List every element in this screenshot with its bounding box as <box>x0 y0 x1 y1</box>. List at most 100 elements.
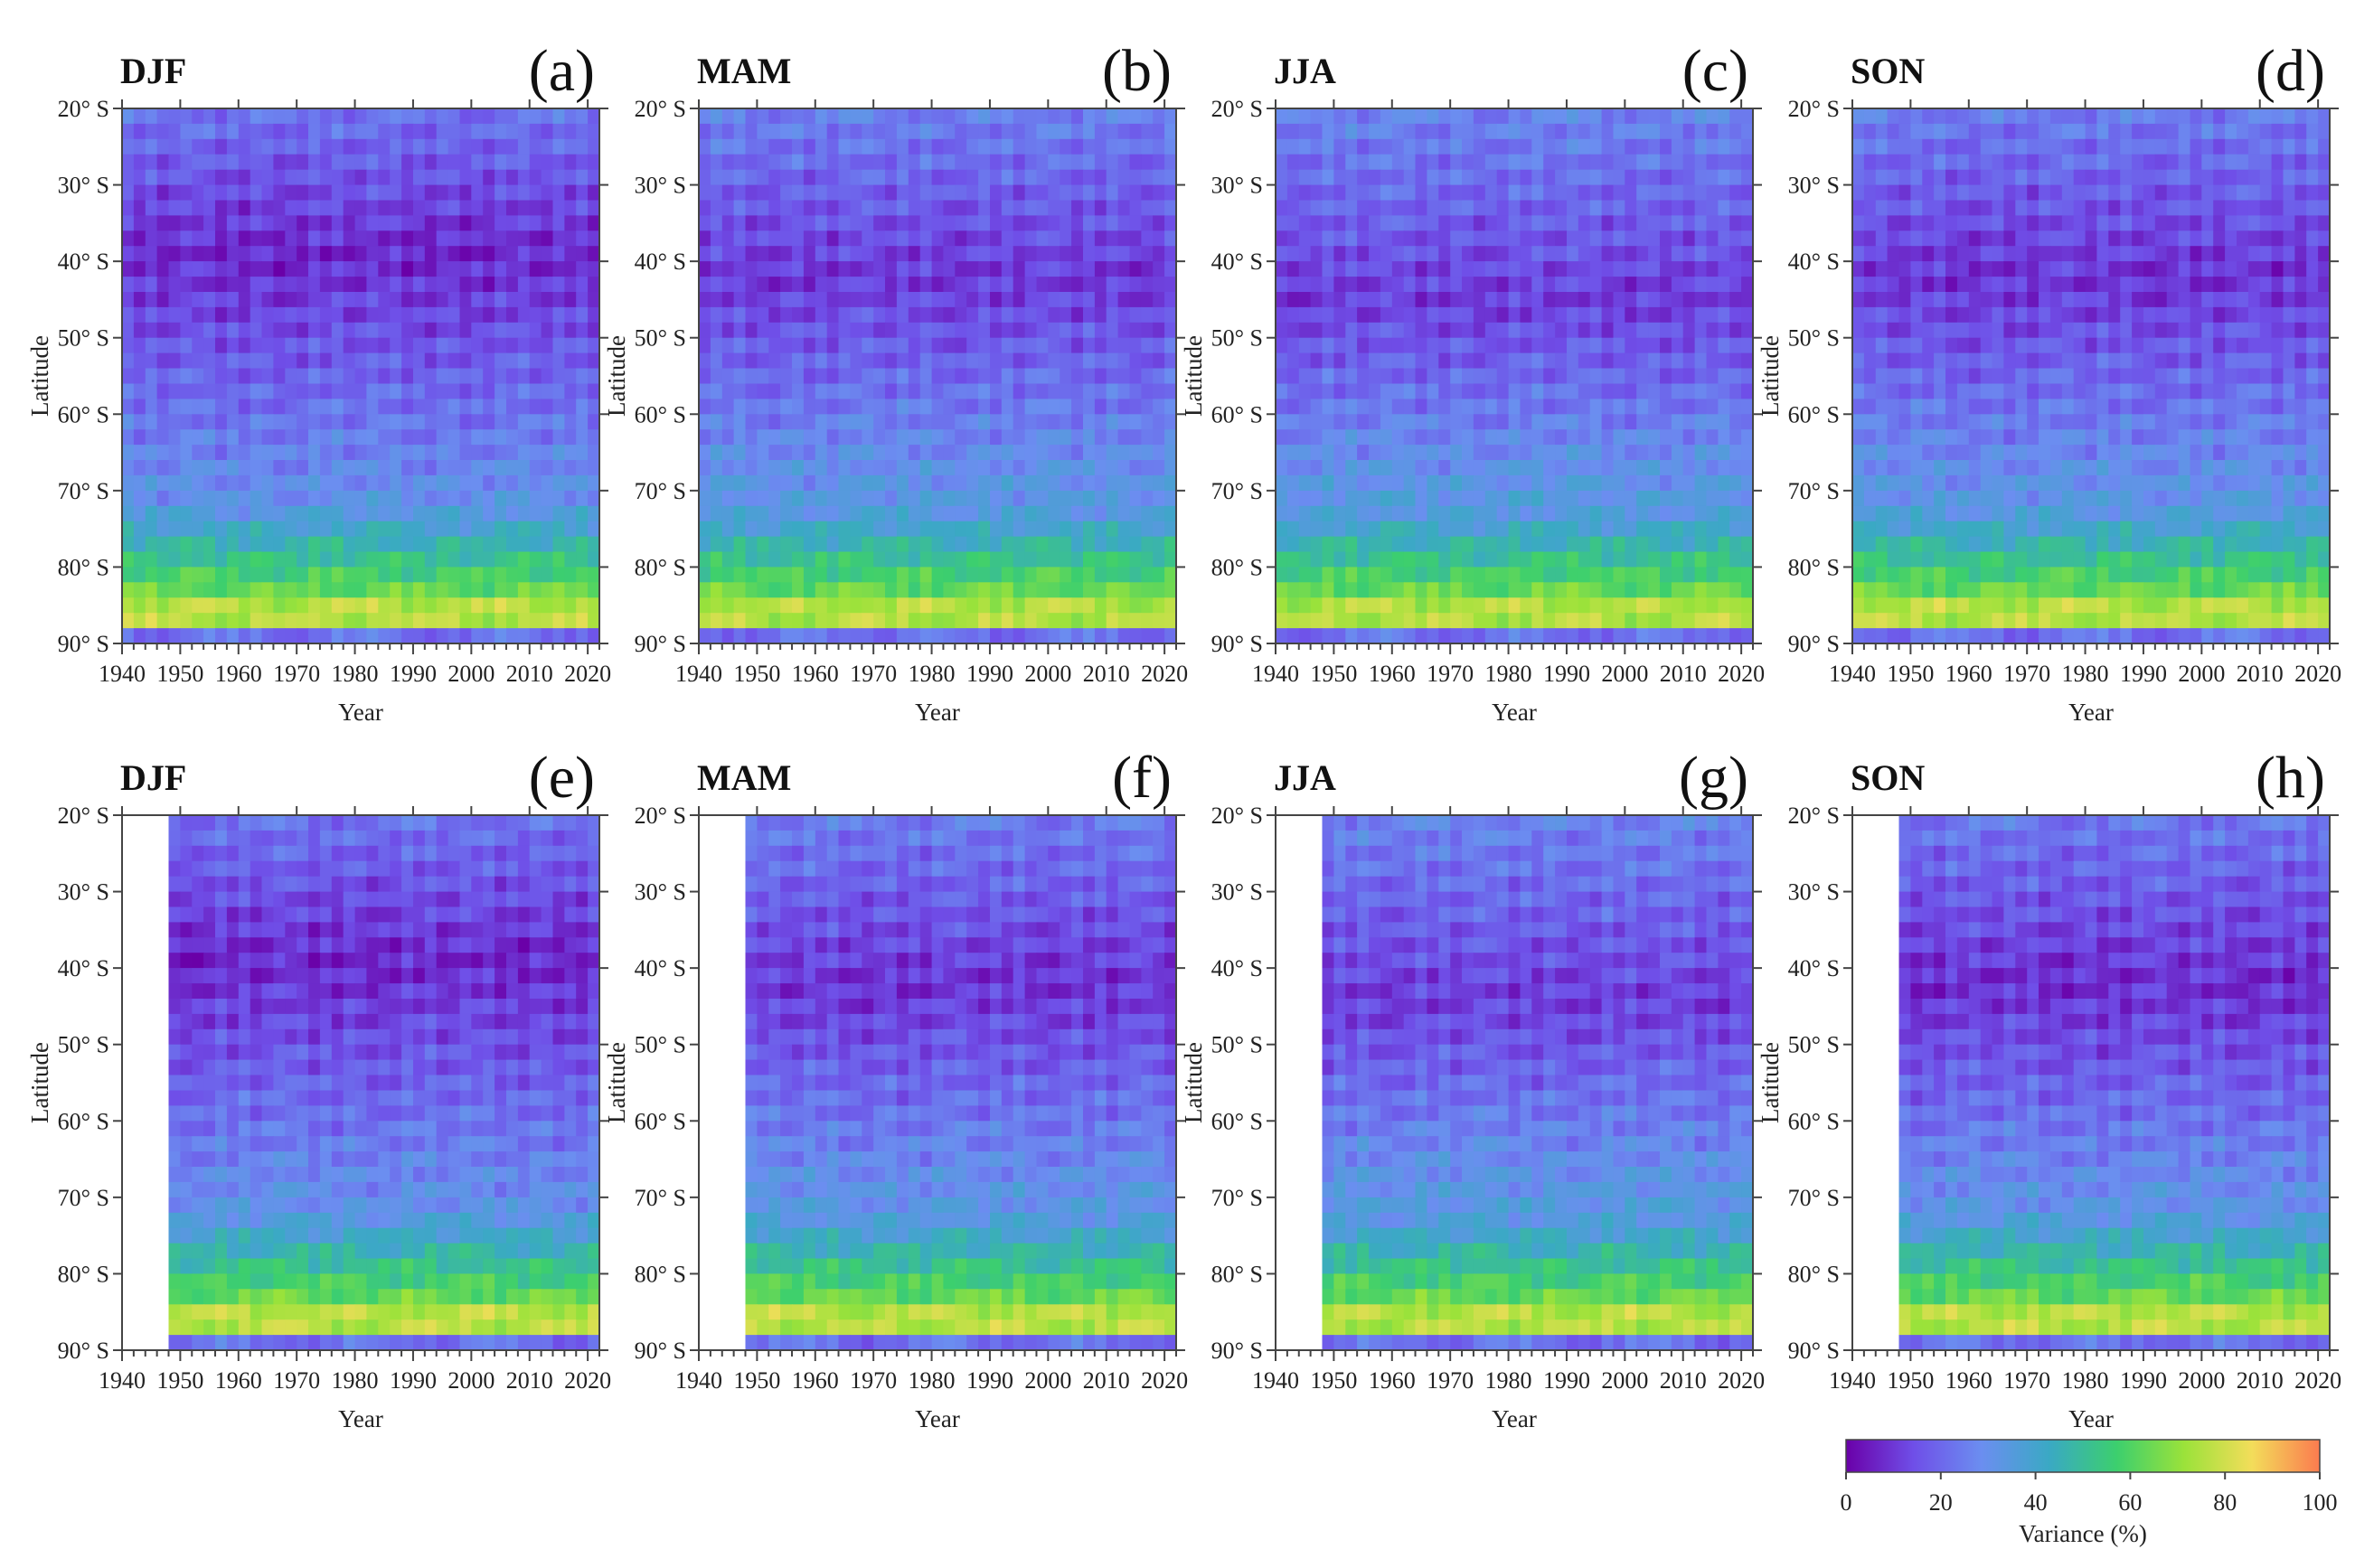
heatmap-cell <box>424 505 438 522</box>
heatmap-cell <box>250 490 263 507</box>
heatmap-cell <box>978 154 991 171</box>
heatmap-cell <box>1450 460 1463 476</box>
heatmap-cell <box>757 138 769 155</box>
heatmap-cell <box>2178 123 2191 140</box>
heatmap-cell <box>436 368 449 384</box>
heatmap-cell <box>1648 246 1661 262</box>
heatmap-cell <box>1298 246 1312 262</box>
heatmap-cell <box>1036 490 1049 507</box>
heatmap-cell <box>1164 138 1177 155</box>
heatmap-cell <box>919 429 933 446</box>
heatmap-cell <box>1520 123 1532 140</box>
heatmap-cell <box>873 138 886 155</box>
heatmap-cell <box>156 399 170 415</box>
heatmap-cell <box>1578 460 1591 476</box>
heatmap-cell <box>733 123 747 140</box>
heatmap-cell <box>1555 154 1568 171</box>
heatmap-cell <box>1036 200 1049 216</box>
heatmap-cell <box>826 536 840 553</box>
heatmap-cell <box>757 383 769 399</box>
heatmap-cell <box>1117 414 1131 430</box>
heatmap-cell <box>919 352 933 370</box>
heatmap-cell <box>180 277 193 293</box>
heatmap-cell <box>943 215 956 231</box>
heatmap-cell <box>1729 414 1742 430</box>
heatmap-cell <box>1636 582 1649 598</box>
heatmap-cell <box>803 536 816 553</box>
heatmap-cell <box>699 292 711 308</box>
heatmap-cell <box>1083 277 1096 293</box>
heatmap-cell <box>517 292 531 308</box>
heatmap-cell <box>1322 445 1334 461</box>
heatmap-cell <box>1001 123 1014 140</box>
heatmap-cell <box>1729 551 1742 568</box>
heatmap-cell <box>238 445 251 461</box>
heatmap-cell <box>1729 184 1742 202</box>
heatmap-cell <box>1071 505 1084 522</box>
heatmap-cell <box>745 505 758 522</box>
heatmap-cell <box>1682 628 1696 644</box>
heatmap-cell <box>1427 108 1439 125</box>
heatmap-cell <box>354 292 368 308</box>
heatmap-cell <box>1322 474 1334 492</box>
heatmap-cell <box>354 505 368 522</box>
heatmap-cell <box>2120 200 2133 216</box>
heatmap-cell <box>1671 108 1684 125</box>
heatmap-cell <box>2003 246 2016 262</box>
heatmap-cell <box>1298 200 1312 216</box>
heatmap-cell <box>1682 337 1696 354</box>
heatmap-cell <box>1450 322 1463 339</box>
heatmap-cell <box>1013 597 1026 614</box>
heatmap-cell <box>1310 154 1324 171</box>
heatmap-cell <box>1403 597 1417 614</box>
heatmap-cell <box>1380 200 1393 216</box>
heatmap-cell <box>156 261 170 277</box>
heatmap-cell <box>133 582 146 598</box>
heatmap-cell <box>401 306 414 324</box>
heatmap-cell <box>413 306 426 324</box>
heatmap-cell <box>378 383 391 399</box>
season-title: MAM <box>697 51 791 91</box>
heatmap-cell <box>1333 521 1346 538</box>
heatmap-cell <box>838 490 851 507</box>
heatmap-cell <box>1706 230 1719 247</box>
heatmap-cell <box>2154 215 2168 231</box>
heatmap-cell <box>1153 277 1165 293</box>
heatmap-cell <box>378 474 391 492</box>
heatmap-cell <box>1141 414 1154 430</box>
heatmap-cell <box>401 277 414 293</box>
heatmap-cell <box>1671 169 1684 186</box>
heatmap-cell <box>1694 123 1708 140</box>
heatmap-cell <box>564 582 577 598</box>
heatmap-cell <box>1071 322 1084 339</box>
heatmap-cell <box>156 292 170 308</box>
heatmap-cell <box>180 383 193 399</box>
heatmap-cell <box>792 460 805 476</box>
heatmap-cell <box>1060 306 1072 324</box>
heatmap-cell <box>1298 536 1312 553</box>
heatmap-cell <box>250 200 263 216</box>
heatmap-cell <box>447 215 461 231</box>
heatmap-cell <box>1024 582 1038 598</box>
heatmap-cell <box>1298 215 1312 231</box>
heatmap-cell <box>850 230 862 247</box>
heatmap-cell <box>990 322 1003 339</box>
heatmap-cell <box>931 215 945 231</box>
heatmap-cell <box>471 261 484 277</box>
heatmap-cell <box>873 597 886 614</box>
heatmap-cell <box>1567 429 1579 446</box>
heatmap-cell <box>943 567 956 583</box>
heatmap-cell <box>564 154 577 171</box>
heatmap-cell <box>1369 474 1381 492</box>
heatmap-cell <box>815 567 828 583</box>
heatmap-cell <box>733 292 747 308</box>
heatmap-cell <box>826 414 840 430</box>
heatmap-cell <box>1729 337 1742 354</box>
heatmap-cell <box>564 292 577 308</box>
heatmap-cell <box>1141 322 1154 339</box>
heatmap-cell <box>1555 414 1568 430</box>
heatmap-cell <box>1636 322 1649 339</box>
heatmap-cell <box>297 322 309 339</box>
heatmap-cell <box>517 460 531 476</box>
heatmap-cell <box>1141 628 1154 644</box>
